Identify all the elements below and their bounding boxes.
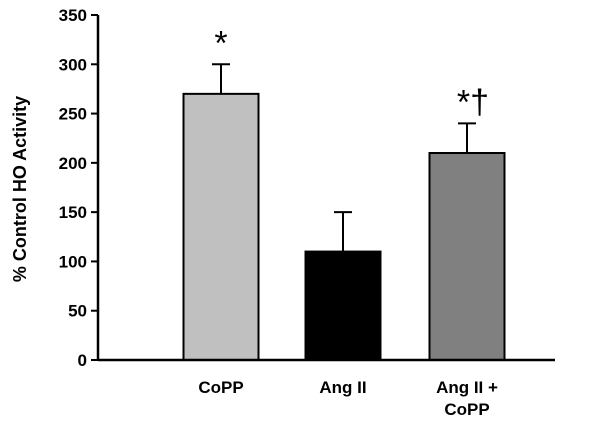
y-tick-label-250: 250 xyxy=(59,105,87,124)
significance-annotation-3: *† xyxy=(457,83,489,121)
significance-annotation-1: * xyxy=(214,24,227,62)
annotations-layer: * *† xyxy=(214,24,489,121)
category-label-line: Ang II + xyxy=(436,378,498,397)
y-axis-title-group: % Control HO Activity xyxy=(10,96,30,282)
category-label-line: CoPP xyxy=(444,400,489,419)
category-label-2: Ang II xyxy=(319,378,366,397)
y-tick-label-50: 50 xyxy=(68,302,87,321)
category-label-3: Ang II + CoPP xyxy=(436,378,498,419)
y-tick-label-200: 200 xyxy=(59,154,87,173)
bar-3 xyxy=(428,152,506,361)
category-label-1: CoPP xyxy=(198,378,243,397)
y-axis-title: % Control HO Activity xyxy=(10,96,30,282)
bar-1 xyxy=(182,92,260,361)
axes-layer xyxy=(96,15,555,362)
error-bars-layer xyxy=(212,63,476,252)
y-tick-label-300: 300 xyxy=(59,55,87,74)
category-label-line: Ang II xyxy=(319,378,366,397)
y-tick-label-350: 350 xyxy=(59,6,87,25)
y-tick-label-150: 150 xyxy=(59,203,87,222)
y-ticks-layer: 0 50 100 150 200 250 300 350 xyxy=(59,6,98,370)
bar-2 xyxy=(304,250,382,361)
category-labels-layer: CoPP Ang II Ang II + CoPP xyxy=(198,378,498,419)
category-label-line: CoPP xyxy=(198,378,243,397)
y-tick-label-100: 100 xyxy=(59,252,87,271)
y-tick-label-0: 0 xyxy=(78,351,87,370)
